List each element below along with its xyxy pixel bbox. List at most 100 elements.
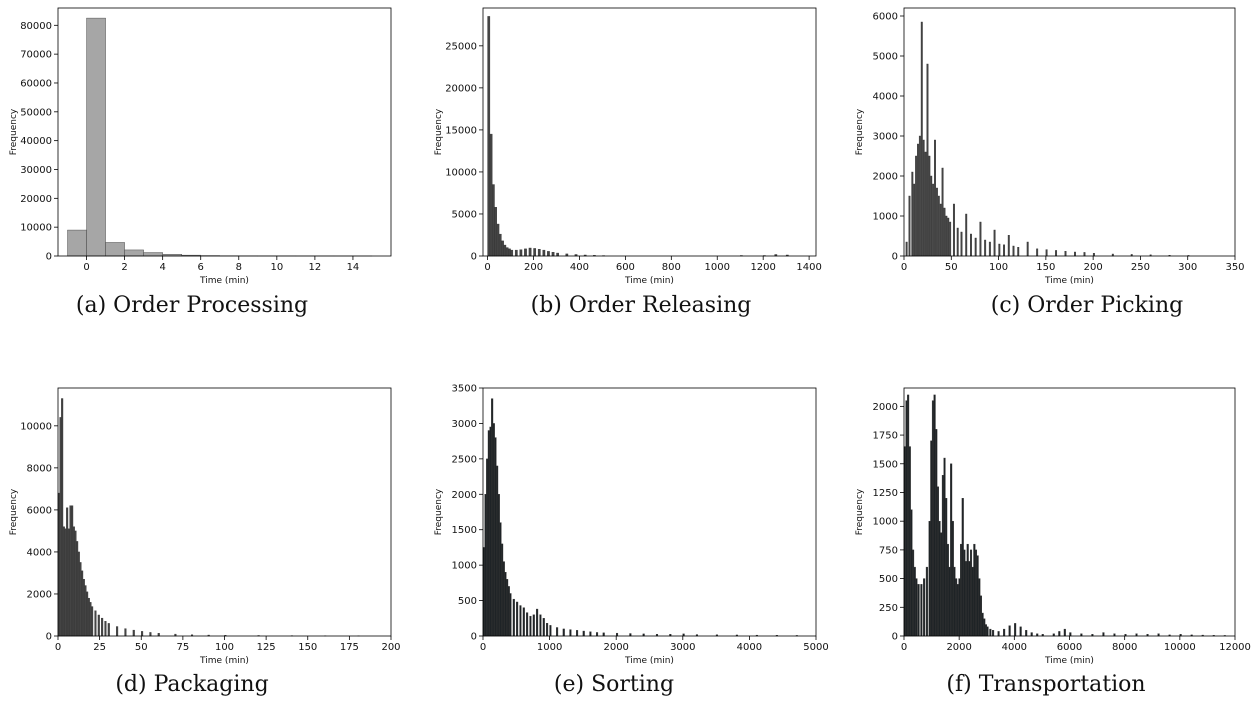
y-tick-label: 1500 [873, 459, 898, 470]
histogram-bar [507, 586, 510, 637]
chart-panel-4: 0 25 50 75 100 125 150 175 200020004000600080001… [9, 387, 401, 697]
histogram-bar [958, 578, 961, 637]
histogram-bar [496, 465, 499, 637]
histogram-bar [519, 605, 522, 637]
histogram-bar [913, 566, 916, 637]
histogram-bar [930, 175, 933, 257]
histogram-bar [960, 543, 963, 637]
histogram-bar [915, 155, 918, 257]
histogram-bar [905, 241, 908, 257]
histogram-bar [491, 184, 495, 257]
x-tick-label: 6000 [1057, 642, 1082, 653]
x-tick-label: 0 [55, 642, 61, 653]
histogram-bar [1055, 250, 1058, 257]
y-tick-label: 80000 [20, 21, 52, 32]
x-tick-label: 100 [215, 642, 234, 653]
histogram-bar [510, 249, 514, 257]
y-tick-label: 10000 [445, 167, 477, 178]
x-tick-label: 200 [524, 262, 543, 273]
histogram-bar [616, 632, 619, 637]
y-tick-label: 40000 [20, 136, 52, 147]
x-tick-label: 0 [901, 262, 907, 273]
histogram-bar [951, 520, 954, 637]
histogram-bar [917, 143, 919, 257]
histogram-bar [84, 585, 87, 637]
histogram-bar [945, 215, 948, 257]
histogram-bar [87, 597, 90, 637]
y-tick-label: 1000 [873, 212, 898, 223]
y-tick-label: 4000 [27, 547, 52, 558]
y-tick-label: 50000 [20, 107, 52, 118]
histogram-bar [104, 621, 107, 637]
y-tick-label: 10000 [20, 223, 52, 234]
histogram-bar [124, 628, 127, 637]
histogram-bar [501, 240, 504, 257]
histogram-bar [487, 430, 490, 637]
histogram-bar [950, 463, 953, 637]
histogram-bar [978, 578, 981, 637]
histogram-bar [143, 252, 163, 257]
histogram-bar [930, 440, 933, 637]
y-axis-label: Frequency [855, 108, 865, 155]
histogram-bar [1045, 249, 1048, 257]
x-axis-label: Time (min) [624, 276, 674, 286]
y-tick-label: 4000 [873, 92, 898, 103]
histogram-bar [913, 183, 916, 257]
y-tick-label: 0 [471, 632, 477, 643]
histogram-bar [907, 394, 910, 637]
x-tick-label: 125 [257, 642, 276, 653]
plot-frame [57, 387, 392, 637]
x-tick-label: 2000 [946, 642, 971, 653]
histogram-bar [498, 233, 502, 257]
x-tick-label: 100 [989, 262, 1008, 273]
histogram-bar [502, 561, 505, 637]
histogram-bar [926, 63, 929, 257]
x-tick-label: 4 [159, 262, 165, 273]
x-tick-label: 6 [198, 262, 204, 273]
x-tick-label: 50 [135, 642, 148, 653]
histogram-bar [993, 229, 996, 257]
histogram-bar [532, 614, 535, 637]
histogram-bar [971, 566, 974, 637]
y-tick-label: 15000 [445, 125, 477, 136]
histogram-bar [512, 598, 515, 637]
histogram-bar [988, 241, 991, 257]
histogram-bar [524, 248, 527, 257]
histogram-bar [946, 543, 949, 637]
histogram-bar [89, 602, 92, 637]
histogram-bar [920, 584, 923, 637]
x-axis-label: Time (min) [199, 656, 249, 666]
histogram-bar [542, 249, 546, 257]
histogram-bar [1064, 250, 1067, 257]
histogram-bar [116, 626, 119, 637]
histogram-bar [504, 572, 507, 637]
x-tick-label: 12000 [1219, 642, 1251, 653]
histogram-bar [945, 498, 948, 637]
y-tick-label: 1750 [873, 431, 898, 442]
histogram-bar [956, 584, 959, 637]
histogram-bar [537, 249, 541, 257]
histogram-bar [923, 578, 926, 637]
histogram-bar [920, 21, 923, 257]
y-tick-label: 6000 [873, 12, 898, 23]
histogram-bar [1083, 252, 1086, 257]
histogram-bar [551, 252, 555, 257]
y-tick-label: 1500 [452, 525, 477, 536]
histogram-bar [86, 17, 106, 257]
x-tick-label: 75 [177, 642, 190, 653]
histogram-bar [542, 618, 545, 637]
histogram-bar [974, 237, 977, 257]
histogram-bar [86, 591, 89, 637]
panel-caption: (b) Order Releasing [531, 293, 752, 318]
y-tick-label: 3000 [873, 132, 898, 143]
histogram-bar [948, 566, 951, 637]
histogram-bar [508, 248, 511, 257]
histogram-bar [491, 398, 494, 637]
histogram-bar [61, 398, 64, 637]
histogram-bar [939, 203, 942, 257]
histogram-bar [1007, 234, 1010, 257]
histogram-bar [905, 400, 908, 637]
y-tick-label: 70000 [20, 50, 52, 61]
chart-panel-5: 0 1000 2000 3000 4000 5000 0 500 1000 1500 2000 250… [434, 384, 829, 698]
histogram-bar [992, 630, 995, 637]
